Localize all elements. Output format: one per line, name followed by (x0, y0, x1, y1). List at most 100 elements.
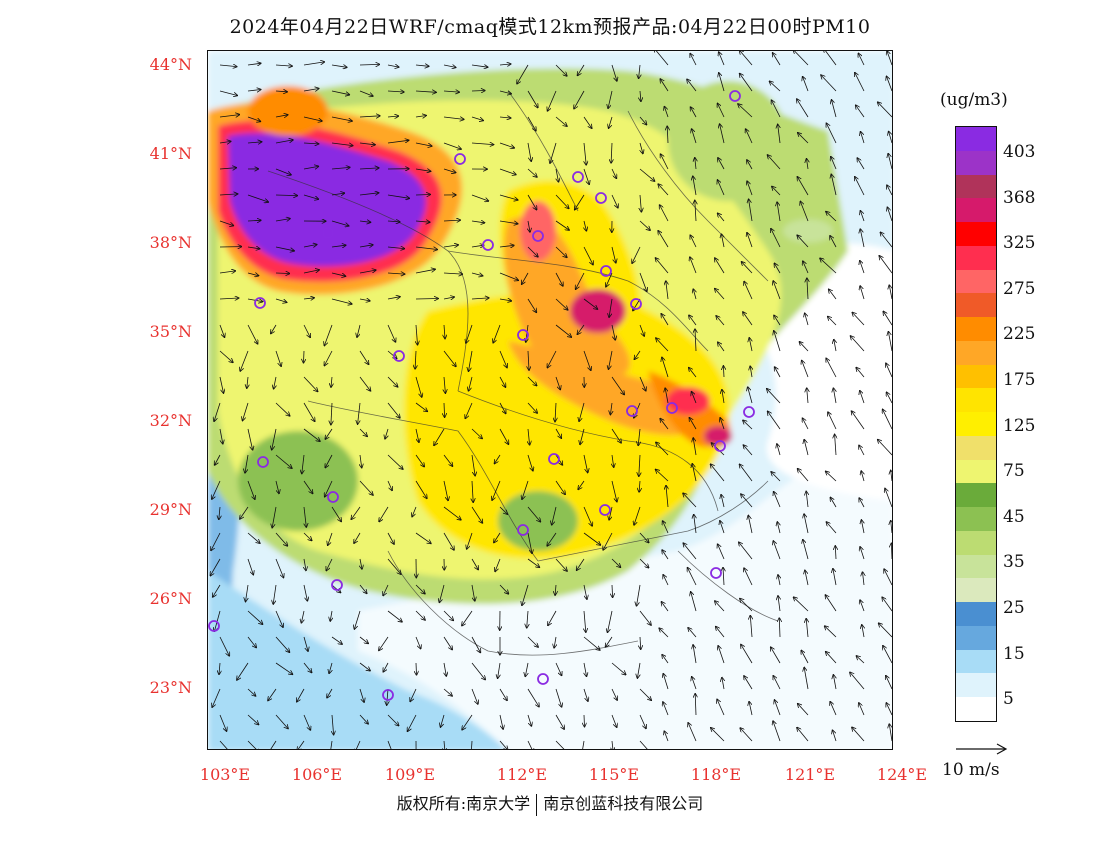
longitude-label: 109°E (384, 765, 436, 784)
wind-arrow (331, 220, 349, 226)
longitude-label: 124°E (876, 765, 928, 784)
wind-arrow (831, 174, 837, 196)
wind-arrow (443, 532, 454, 550)
wind-arrow (662, 357, 669, 378)
wind-arrow (692, 464, 697, 482)
wind-arrow (721, 495, 725, 508)
wind-arrow (467, 532, 473, 549)
wind-arrow (773, 721, 781, 742)
wind-arrow (555, 740, 565, 749)
wind-arrow (270, 740, 277, 749)
wind-arrow (744, 676, 753, 690)
wind-arrow (247, 636, 256, 648)
wind-arrow (387, 91, 404, 92)
wind-arrow (663, 575, 669, 586)
wind-arrow (443, 117, 464, 119)
wind-arrow (499, 220, 518, 224)
wind-arrow (547, 350, 557, 368)
wind-arrow (851, 336, 865, 352)
wind-arrow (359, 662, 370, 671)
wind-arrow (247, 428, 253, 450)
city-marker (331, 579, 343, 591)
wind-arrow (499, 245, 514, 247)
wind-arrow (527, 376, 537, 386)
wind-arrow (856, 105, 865, 118)
wind-arrow (689, 315, 697, 326)
wind-arrow (583, 506, 592, 526)
wind-arrow (325, 428, 333, 439)
wind-arrow (723, 366, 724, 378)
wind-arrow (245, 454, 249, 473)
wind-arrow (860, 391, 865, 404)
wind-arrow (527, 194, 537, 210)
wind-arrow (247, 558, 253, 575)
wind-arrow (303, 662, 312, 672)
legend-label: 125 (1003, 415, 1036, 436)
wind-arrow (528, 220, 530, 232)
wind-arrow (219, 662, 220, 674)
wind-arrow (555, 584, 556, 595)
wind-arrow (357, 324, 361, 337)
wind-arrow (301, 610, 304, 623)
wind-arrow (638, 428, 640, 445)
wind-arrow (767, 389, 781, 404)
wind-arrow (303, 298, 314, 299)
wind-arrow (610, 402, 612, 415)
city-marker (666, 402, 678, 414)
wind-arrow (555, 220, 569, 230)
wind-arrow (471, 662, 485, 680)
legend-label: 368 (1003, 187, 1036, 208)
wind-arrow (861, 132, 865, 144)
wind-arrow (634, 506, 641, 525)
wind-arrow (359, 299, 370, 301)
wind-arrow (835, 435, 836, 456)
wind-arrow (522, 480, 529, 499)
wind-arrow (304, 350, 305, 363)
city-marker (517, 524, 529, 536)
wind-arrow (860, 286, 865, 300)
wind-arrow (889, 285, 892, 300)
wind-arrow (692, 129, 697, 144)
wind-arrow (577, 558, 585, 570)
wind-arrow (219, 324, 225, 337)
wind-arrow (659, 628, 669, 638)
wind-arrow (303, 116, 322, 121)
wind-arrow (303, 714, 310, 730)
wind-arrow (499, 168, 516, 175)
wind-arrow (499, 402, 506, 413)
wind-arrow (807, 159, 809, 170)
wind-arrow (719, 52, 725, 66)
legend-swatch (956, 625, 996, 651)
wind-arrow (690, 54, 697, 66)
wind-arrow (747, 233, 753, 248)
wind-arrow (522, 584, 529, 605)
wind-arrow (747, 160, 753, 170)
wind-arrow (778, 596, 780, 612)
longitude-label: 118°E (690, 765, 742, 784)
legend-swatch (956, 459, 996, 484)
wind-arrow (444, 662, 446, 676)
wind-arrow (718, 646, 725, 664)
wind-arrow (797, 728, 809, 742)
wind-arrow (891, 471, 892, 482)
wind-arrow (797, 99, 809, 118)
wind-arrow (612, 454, 614, 467)
wind-arrow (359, 90, 373, 96)
longitude-label: 112°E (496, 765, 548, 784)
wind-arrow (660, 419, 669, 430)
legend-label: 15 (1003, 643, 1025, 664)
wind-arrow (860, 547, 865, 560)
wind-arrow (331, 298, 352, 304)
wind-arrow (820, 258, 837, 274)
title-pollutant: PM10 (812, 16, 871, 38)
wind-arrow (639, 532, 649, 543)
wind-arrow (722, 678, 724, 690)
wind-arrow (247, 273, 259, 276)
wind-arrow (660, 205, 669, 222)
wind-arrow (443, 65, 456, 67)
wind-arrow (211, 532, 221, 550)
wind-arrow (219, 350, 233, 362)
wind-arrow (415, 350, 416, 369)
wind-arrow (471, 116, 483, 121)
wind-arrow (527, 454, 533, 471)
